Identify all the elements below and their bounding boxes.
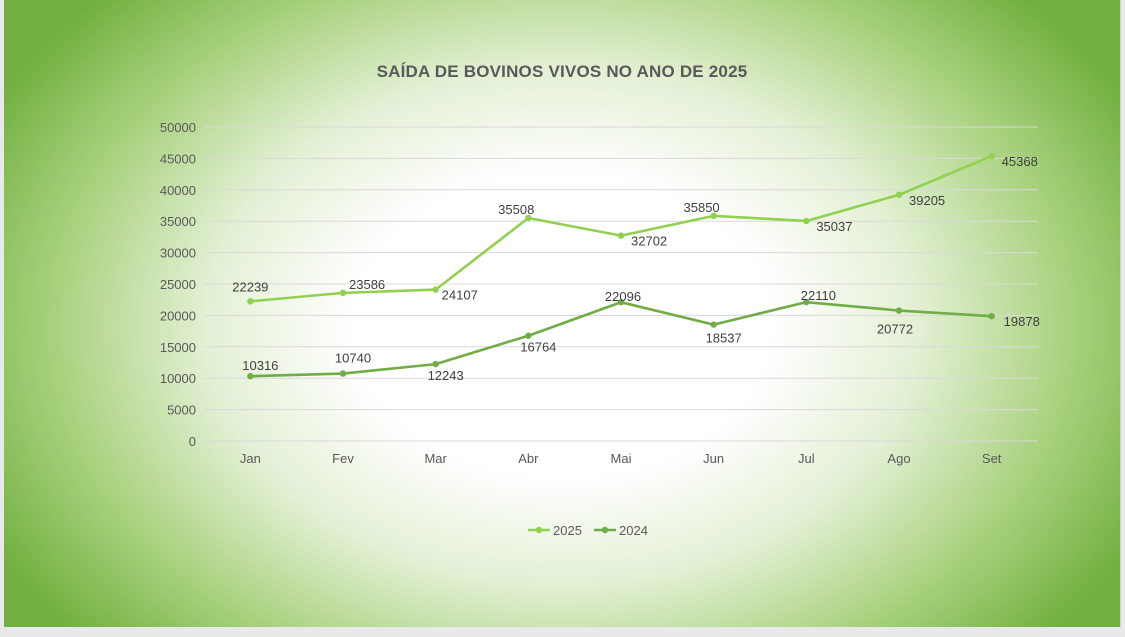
y-tick-label: 30000 (160, 246, 196, 261)
data-point-2025 (895, 191, 903, 198)
y-tick-label: 40000 (160, 183, 196, 198)
data-point-2024 (710, 321, 717, 328)
legend-label-2025: 2025 (553, 523, 582, 538)
legend-marker-2025 (535, 526, 543, 534)
data-point-2024 (339, 370, 347, 377)
data-label-2024: 16764 (520, 340, 556, 355)
data-point-2024 (247, 373, 254, 380)
data-point-2025 (988, 152, 995, 160)
data-label-2024: 19878 (1004, 314, 1040, 329)
legend-label-2024: 2024 (619, 523, 648, 538)
data-label-2025: 32702 (631, 234, 667, 249)
legend-marker-2024 (601, 526, 609, 534)
data-label-2025: 35037 (816, 219, 852, 234)
y-tick-label: 20000 (160, 308, 196, 323)
y-tick-label: 5000 (167, 403, 196, 418)
y-tick-label: 0 (189, 434, 196, 449)
x-tick-label: Ago (887, 451, 910, 466)
x-tick-label: Mar (424, 451, 447, 466)
x-tick-label: Set (982, 451, 1002, 466)
data-point-2025 (710, 212, 717, 220)
data-label-2025: 39205 (909, 193, 945, 208)
data-label-2024: 10740 (335, 351, 371, 366)
x-tick-label: Fev (332, 451, 354, 466)
y-tick-label: 45000 (160, 151, 196, 166)
data-point-2025 (432, 286, 439, 293)
data-point-2025 (617, 232, 625, 239)
data-point-2024 (525, 332, 532, 339)
data-label-2024: 18537 (706, 331, 742, 346)
line-chart: 0 5000 10000 15000 20000 25000 30000 35000 40000… (160, 120, 1040, 538)
y-tick-label: 35000 (160, 214, 196, 229)
data-point-2024 (432, 360, 439, 368)
y-tick-label: 15000 (160, 340, 196, 355)
y-tick-label: 25000 (160, 277, 196, 292)
data-point-2024 (895, 307, 903, 314)
chart-title: SAÍDA DE BOVINOS VIVOS NO ANO DE 2025 (376, 62, 748, 81)
x-tick-label: Jan (240, 451, 261, 466)
data-label-2024: 12243 (428, 368, 464, 383)
data-point-2024 (988, 312, 995, 320)
data-label-2024: 22096 (605, 289, 641, 304)
data-point-2025 (339, 289, 347, 297)
data-point-2024 (617, 299, 625, 306)
data-label-2024: 20772 (877, 322, 913, 337)
data-point-2025 (803, 217, 810, 225)
x-tick-label: Jun (703, 451, 724, 466)
data-label-2025: 24107 (442, 288, 478, 303)
data-label-2025: 23586 (349, 277, 385, 292)
data-label-2025: 35508 (498, 202, 534, 217)
y-tick-label: 50000 (160, 120, 196, 135)
data-label-2024: 10316 (242, 358, 278, 373)
chart-area: SAÍDA DE BOVINOS VIVOS NO ANO DE 2025 0 5… (4, 0, 1121, 627)
data-label-2025: 45368 (1002, 154, 1038, 169)
data-label-2024: 22110 (801, 288, 836, 303)
data-point-2025 (247, 298, 254, 305)
x-tick-label: Abr (518, 451, 539, 466)
y-tick-label: 10000 (160, 371, 196, 386)
x-tick-label: Jul (798, 451, 815, 466)
x-tick-label: Mai (611, 451, 632, 466)
data-label-2025: 35850 (684, 200, 720, 215)
data-label-2025: 22239 (232, 279, 268, 294)
data-point-2025 (525, 214, 532, 222)
data-point-2024 (803, 298, 810, 306)
